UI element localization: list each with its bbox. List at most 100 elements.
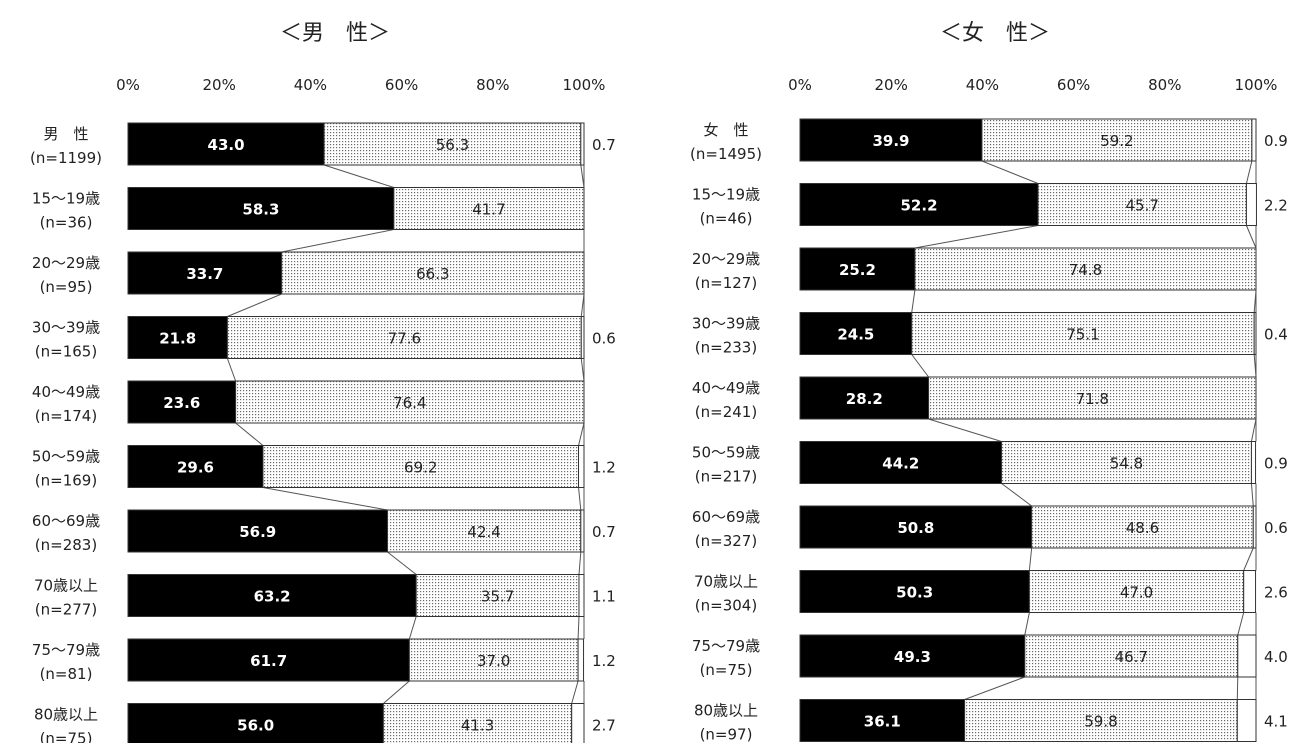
data-label: 1.2	[592, 459, 616, 477]
category-label: 20～29歳	[692, 250, 760, 268]
category-label: 40～49歳	[32, 383, 100, 401]
category-label: 50～59歳	[692, 444, 760, 462]
connector-line	[911, 354, 929, 378]
category-n-label: (n=95)	[40, 278, 93, 296]
data-label: 49.3	[894, 648, 931, 666]
data-label: 0.4	[1264, 326, 1288, 344]
data-label: 59.8	[1084, 713, 1117, 731]
connector-line	[1245, 160, 1253, 184]
category-label: 60～69歳	[692, 508, 760, 526]
male-stacked-bar-chart: ＜男 性＞ 0% 20% 40% 60% 80% 100% 男 性 (n=1199) 43.0 56…	[30, 21, 616, 743]
connector-line	[964, 676, 1025, 700]
data-label: 41.3	[461, 717, 494, 735]
x-tick-label: 60%	[385, 76, 418, 94]
category-label: 15～19歳	[692, 186, 760, 204]
data-label: 4.0	[1264, 648, 1288, 666]
data-label: 44.2	[882, 455, 919, 473]
connector-line	[1028, 547, 1033, 571]
connector-line	[235, 422, 264, 446]
data-label: 61.7	[250, 652, 287, 670]
data-label: 74.8	[1069, 261, 1102, 279]
data-label: 33.7	[186, 265, 223, 283]
data-label: 50.8	[897, 519, 934, 537]
data-label: 50.3	[896, 584, 933, 602]
bar-segment	[580, 122, 585, 166]
chart-title: ＜男 性＞	[280, 21, 390, 46]
x-tick-label: 100%	[563, 76, 606, 94]
data-label: 0.6	[592, 330, 616, 348]
category-n-label: (n=36)	[40, 214, 93, 232]
data-label: 29.6	[177, 459, 214, 477]
data-label: 56.0	[237, 717, 274, 735]
category-label: 60～69歳	[32, 512, 100, 530]
bar-segment	[799, 183, 1039, 226]
data-label: 63.2	[254, 588, 291, 606]
bar-segment	[408, 638, 579, 682]
connector-line	[914, 225, 1039, 249]
bar-segment	[1243, 570, 1257, 613]
category-label: 30～39歳	[32, 319, 100, 337]
category-n-label: (n=304)	[695, 597, 757, 615]
female-stacked-bar-chart: ＜女 性＞ 0% 20% 40% 60% 80% 100% 女 性 (n=1495) 39.9 59…	[690, 21, 1288, 743]
x-tick-label: 40%	[966, 76, 999, 94]
category-label: 80歳以上	[34, 706, 98, 724]
bar-segment	[1252, 505, 1257, 549]
x-tick-label: 80%	[1148, 76, 1181, 94]
bar-segment	[799, 312, 913, 355]
bar-segment	[1001, 441, 1252, 484]
category-n-label: (n=75)	[700, 661, 753, 679]
category-label: 70歳以上	[694, 573, 758, 591]
connector-line	[1024, 612, 1030, 636]
connector-line	[1237, 612, 1245, 636]
bar-segment	[580, 509, 585, 553]
data-label: 77.6	[388, 330, 421, 348]
connector-line	[981, 160, 1039, 184]
category-label: 女 性	[703, 121, 748, 139]
chart-title: ＜女 性＞	[940, 21, 1050, 46]
x-tick-label: 40%	[294, 76, 327, 94]
category-n-label: (n=277)	[35, 601, 97, 619]
category-label: 15～19歳	[32, 190, 100, 208]
connector-line	[1243, 547, 1254, 571]
category-n-label: (n=217)	[695, 468, 757, 486]
data-label: 2.7	[592, 717, 616, 735]
data-label: 35.7	[481, 588, 514, 606]
bar-segment	[382, 703, 573, 743]
connector-line	[226, 358, 237, 382]
bar-segment	[981, 118, 1253, 162]
data-label: 0.9	[1264, 455, 1288, 473]
category-n-label: (n=327)	[695, 532, 757, 550]
bar-segment	[577, 638, 585, 682]
data-label: 45.7	[1126, 197, 1159, 215]
bar-segment	[127, 316, 228, 359]
data-label: 41.7	[472, 201, 505, 219]
category-label: 20～29歳	[32, 254, 100, 272]
bar-segment	[578, 574, 585, 617]
category-n-label: (n=241)	[695, 403, 757, 421]
bar-segment	[799, 634, 1026, 678]
data-label: 28.2	[846, 390, 883, 408]
bar-segment	[127, 703, 384, 743]
connector-line	[262, 487, 388, 511]
data-label: 47.0	[1120, 584, 1153, 602]
data-label: 56.9	[239, 523, 276, 541]
bar-segment	[799, 441, 1003, 484]
category-label: 75～79歳	[32, 641, 100, 659]
data-label: 48.6	[1126, 519, 1159, 537]
x-tick-label: 20%	[875, 76, 908, 94]
category-label: 50～59歳	[32, 448, 100, 466]
category-n-label: (n=1495)	[690, 145, 762, 163]
bar-segment	[580, 316, 585, 359]
connector-line	[577, 616, 580, 640]
category-n-label: (n=1199)	[30, 149, 102, 167]
category-n-label: (n=97)	[700, 726, 753, 743]
x-tick-label: 0%	[788, 76, 812, 94]
data-label: 2.6	[1264, 584, 1288, 602]
female-chart-panel: ＜女 性＞ 0% 20% 40% 60% 80% 100% 女 性 (n=1495) 39.9 59…	[660, 0, 1295, 743]
data-label: 69.2	[404, 459, 437, 477]
category-label: 40～49歳	[692, 379, 760, 397]
bar-segment	[393, 187, 585, 230]
data-label: 54.8	[1110, 455, 1143, 473]
bar-segment	[928, 376, 1257, 420]
category-n-label: (n=127)	[695, 274, 757, 292]
